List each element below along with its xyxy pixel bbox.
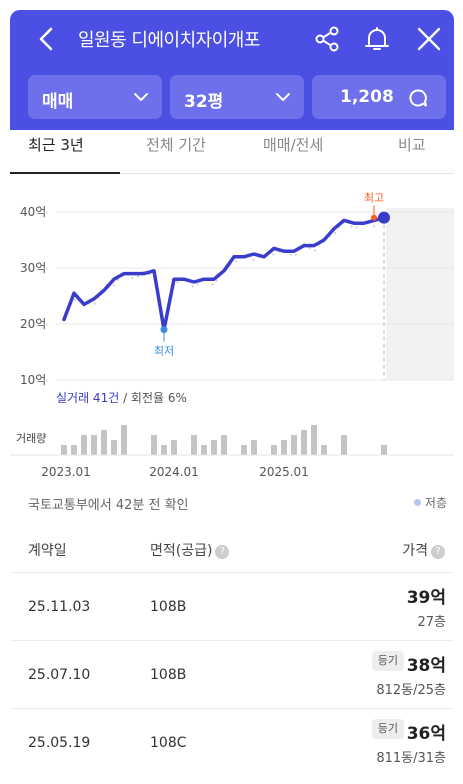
header-area: 면적(공급)? xyxy=(150,540,230,560)
help-icon[interactable]: ? xyxy=(215,545,230,559)
volume-bar xyxy=(221,435,227,455)
header-price: 가격? xyxy=(402,540,445,560)
y-tick-label: 40억 xyxy=(20,205,46,219)
low-label: 최저 xyxy=(154,345,174,358)
table-row[interactable]: 25.07.10 108B 등기 38억 812동/25층 xyxy=(10,640,454,708)
x-tick-label: 2024.01 xyxy=(149,465,199,479)
tab-all-period[interactable]: 전체 기간 xyxy=(146,136,206,154)
tab-sale-lease[interactable]: 매매/전세 xyxy=(263,136,324,154)
low-floor-dot xyxy=(413,499,421,506)
volume-bar xyxy=(251,440,257,455)
source-text: 국토교통부에서 42분 전 확인 xyxy=(28,498,189,513)
floor-info: 812동/25층 xyxy=(376,683,446,698)
contract-date: 25.05.19 xyxy=(28,735,91,751)
y-tick-label: 10억 xyxy=(20,373,46,387)
active-tab-indicator xyxy=(10,172,120,174)
table-row[interactable]: 25.11.03 108B 39억 27층 xyxy=(10,572,454,640)
size-dropdown[interactable]: 32평 xyxy=(170,75,304,119)
low-floor-legend: 저층 xyxy=(413,494,447,511)
y-tick-label: 30억 xyxy=(20,261,46,275)
volume-bar xyxy=(61,445,67,455)
area-type: 108B xyxy=(150,667,187,683)
registered-badge: 등기 xyxy=(371,719,404,739)
volume-bar xyxy=(121,425,127,455)
high-point xyxy=(371,214,377,221)
area-type: 108B xyxy=(150,599,187,615)
header-contract-date: 계약일 xyxy=(28,543,67,559)
deal-summary: 실거래 41건 / 회전율 6% xyxy=(56,389,187,406)
volume-bar xyxy=(81,435,87,455)
volume-bar xyxy=(291,435,297,455)
price-line xyxy=(62,215,386,332)
bell-icon[interactable] xyxy=(362,24,392,54)
volume-bar xyxy=(321,445,327,455)
volume-bar xyxy=(311,425,317,455)
floor-info: 27층 xyxy=(417,615,446,630)
share-icon[interactable] xyxy=(312,24,342,54)
contract-date: 25.07.10 xyxy=(28,667,91,683)
trade-type-dropdown[interactable]: 매매 xyxy=(28,75,162,119)
volume-bar xyxy=(151,435,157,455)
low-floor-label: 저층 xyxy=(424,496,447,510)
volume-bar xyxy=(301,430,307,455)
registered-badge: 등기 xyxy=(371,651,404,671)
volume-bar xyxy=(211,440,217,455)
chevron-down-icon xyxy=(276,93,290,101)
speech-bubble-icon xyxy=(409,89,427,107)
volume-bar xyxy=(281,440,287,455)
volume-bar xyxy=(161,445,167,455)
header-area-label: 면적(공급) xyxy=(150,543,213,559)
page-title: 일원동 디에이치자이개포 xyxy=(78,30,260,51)
volume-bar xyxy=(91,435,97,455)
deal-price: 38억 xyxy=(406,656,446,676)
volume-bar xyxy=(111,440,117,455)
table-row[interactable]: 25.05.19 108C 등기 36억 811동/31층 xyxy=(10,708,454,776)
table-header: 계약일 면적(공급)? 가격? xyxy=(0,540,463,570)
volume-bar xyxy=(171,440,177,455)
help-icon[interactable]: ? xyxy=(431,545,445,559)
close-icon[interactable] xyxy=(414,24,444,54)
volume-bar xyxy=(241,445,247,455)
deal-price: 39억 xyxy=(406,588,446,608)
volume-bar xyxy=(201,445,207,455)
size-label: 32평 xyxy=(184,92,224,112)
y-tick-label: 20억 xyxy=(20,317,46,331)
floor-info: 811동/31층 xyxy=(376,751,446,766)
header-price-label: 가격 xyxy=(402,543,428,559)
future-area xyxy=(386,208,454,380)
high-label: 최고 xyxy=(364,192,384,205)
period-tabs: 최근 3년 전체 기간 매매/전세 비교 xyxy=(10,130,454,174)
chevron-left-icon[interactable] xyxy=(32,24,62,54)
area-type: 108C xyxy=(150,735,187,751)
trade-type-label: 매매 xyxy=(42,92,74,112)
header-bar: 일원동 디에이치자이개포 매매 32평 1,208 xyxy=(10,10,454,130)
deal-count: 실거래 41건 xyxy=(56,391,120,405)
volume-bar xyxy=(191,435,197,455)
x-tick-label: 2025.01 xyxy=(259,465,309,479)
volume-label: 거래량 xyxy=(16,432,46,445)
volume-bar xyxy=(381,445,387,455)
tab-compare[interactable]: 비교 xyxy=(398,136,426,154)
chevron-down-icon xyxy=(134,93,148,101)
comments-count: 1,208 xyxy=(340,87,394,107)
tab-recent-3y[interactable]: 최근 3년 xyxy=(28,136,84,154)
volume-bar xyxy=(271,445,277,455)
low-point xyxy=(160,326,168,334)
volume-bar xyxy=(341,435,347,455)
contract-date: 25.11.03 xyxy=(28,599,91,615)
volume-bar xyxy=(71,445,77,455)
volume-bar xyxy=(101,430,107,455)
turnover-rate: / 회전율 6% xyxy=(119,391,187,405)
title-row: 일원동 디에이치자이개포 xyxy=(10,10,454,68)
deal-price: 36억 xyxy=(406,724,446,744)
latest-point xyxy=(378,211,390,224)
x-tick-label: 2023.01 xyxy=(41,465,91,479)
comments-button[interactable]: 1,208 xyxy=(312,75,446,119)
